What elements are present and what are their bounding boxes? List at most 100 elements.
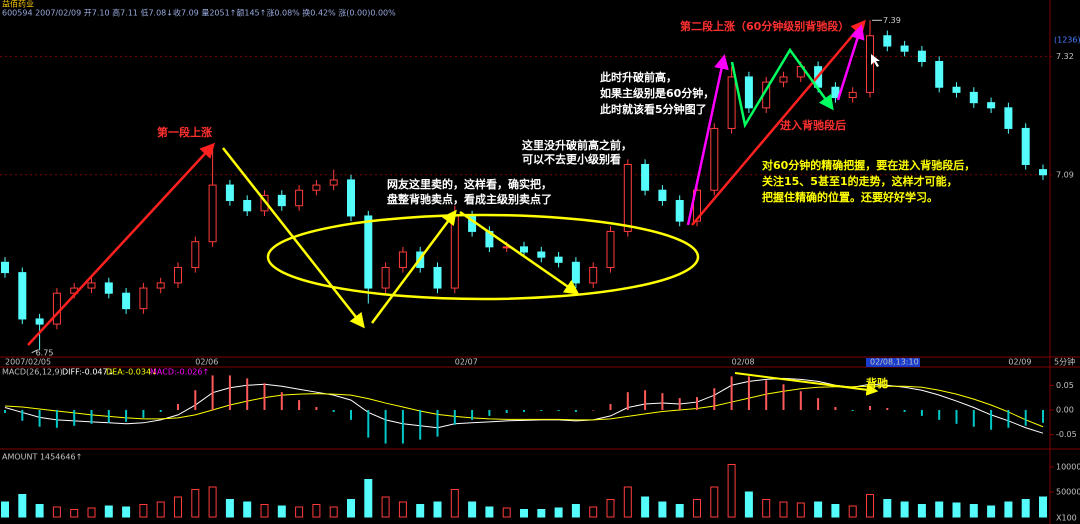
macd-bar	[332, 409, 335, 412]
volume-bar	[295, 506, 304, 518]
candle-body	[450, 215, 459, 289]
volume-bar	[641, 496, 650, 518]
candle-body	[52, 292, 61, 325]
volume-bar	[174, 496, 182, 518]
candle-body	[848, 91, 857, 99]
ellipse	[266, 213, 700, 301]
annotation: 可以不去更小级别看	[522, 152, 621, 166]
macd-bar	[678, 398, 681, 410]
annotation: 此时就该看5分钟图了	[600, 102, 707, 116]
volume-bar	[1004, 501, 1013, 518]
candle-body	[277, 194, 286, 207]
y-tick-label: 50000	[1056, 488, 1080, 497]
volume-bar	[917, 504, 926, 518]
candle-body	[623, 163, 632, 232]
volume-bar	[935, 501, 944, 518]
candle-body	[398, 251, 407, 268]
macd-bar	[367, 409, 370, 438]
arrow	[370, 209, 457, 324]
x-tick-label: 02/09	[1008, 358, 1031, 367]
macd-bar	[107, 409, 110, 423]
arrow	[27, 142, 216, 346]
panel-title: MACD(26,12,9)	[2, 368, 63, 377]
candle-body	[312, 184, 321, 191]
macd-bar	[90, 409, 93, 424]
candle-body	[191, 241, 200, 268]
macd-bar	[938, 409, 941, 420]
annotation: 第二段上涨（60分钟级别背驰段）	[680, 19, 849, 33]
candle-body	[347, 179, 355, 217]
macd-bar	[540, 409, 543, 411]
macd-bar	[315, 407, 318, 410]
candle-body	[935, 60, 944, 88]
macd-bar	[886, 407, 889, 410]
volume-bar	[900, 501, 909, 518]
annotation: 网友这里卖的，这样看，确实把，	[387, 177, 552, 191]
macd-bar	[453, 409, 456, 425]
volume-bar	[450, 489, 459, 518]
macd-bar	[557, 409, 560, 411]
candle-body	[364, 215, 373, 289]
macd-bar	[609, 404, 612, 410]
annotation: 这里没升破前高之前，	[522, 138, 632, 152]
y-tick-label: 7.09	[1056, 170, 1074, 179]
volume-bar	[52, 506, 61, 518]
volume-bar	[744, 491, 753, 518]
volume-bar	[191, 489, 200, 518]
macd-bar	[177, 404, 179, 410]
candle-body	[18, 272, 27, 320]
candle-body	[987, 102, 996, 109]
macd-bar	[920, 409, 923, 416]
candle-body	[866, 35, 874, 93]
candle-body	[744, 76, 753, 109]
candle-body	[727, 76, 736, 129]
y-tick-label: 100000	[1056, 463, 1080, 472]
macd-bar	[592, 409, 595, 411]
candle-body	[831, 86, 840, 99]
candle-body	[122, 292, 131, 310]
volume-bar	[779, 501, 788, 518]
macd-bar	[626, 392, 629, 410]
macd-bar	[488, 409, 491, 416]
volume-bar	[952, 502, 961, 518]
volume-bar	[70, 509, 79, 518]
legend-entry: DEA:-0.034↓	[106, 368, 158, 377]
annotation: 进入背驰段后	[780, 118, 846, 132]
macd-bar	[1024, 409, 1027, 426]
annotation: 如果主级别是60分钟，	[600, 86, 714, 100]
volume-bar	[243, 501, 252, 518]
macd-bar	[246, 378, 249, 410]
candle-body	[243, 200, 252, 212]
macd-bar	[471, 409, 474, 420]
macd-bar	[834, 407, 837, 410]
y-tick-label: 7.32	[1056, 52, 1074, 61]
legend-entry: MACD:-0.026↑	[150, 368, 209, 377]
annotation: 背驰	[866, 376, 888, 390]
volume-bar	[87, 507, 96, 518]
macd-bar	[782, 384, 785, 410]
arrow	[459, 210, 580, 295]
quote: 600594 2007/02/09 开7.10 高7.11 低7.08↓收7.0…	[2, 8, 396, 18]
candle-body	[571, 261, 580, 284]
macd-bar	[228, 375, 231, 410]
macd-bar	[713, 388, 716, 410]
macd-bar	[21, 409, 24, 421]
macd-bar	[972, 409, 975, 427]
candle-body	[606, 230, 615, 268]
volume-bar	[347, 499, 355, 518]
x-tick-label: 02/07	[455, 358, 478, 367]
x-tick-label: 02/08,13:10	[870, 358, 919, 367]
volume-bar	[554, 507, 563, 518]
macd-bar	[350, 409, 352, 420]
candle-body	[883, 35, 892, 47]
volume-bar	[866, 494, 874, 518]
candle-body	[260, 194, 269, 212]
x-tick-label: 02/06	[195, 358, 218, 367]
volume-bar	[675, 504, 684, 518]
volume-bar	[416, 504, 425, 518]
annotation: 关注15、5甚至1的走势，这样才可能，	[762, 174, 958, 188]
macd-bar	[401, 409, 404, 444]
volume-bar	[987, 505, 996, 518]
macd-bar	[574, 409, 577, 412]
candle-body	[1, 261, 9, 274]
